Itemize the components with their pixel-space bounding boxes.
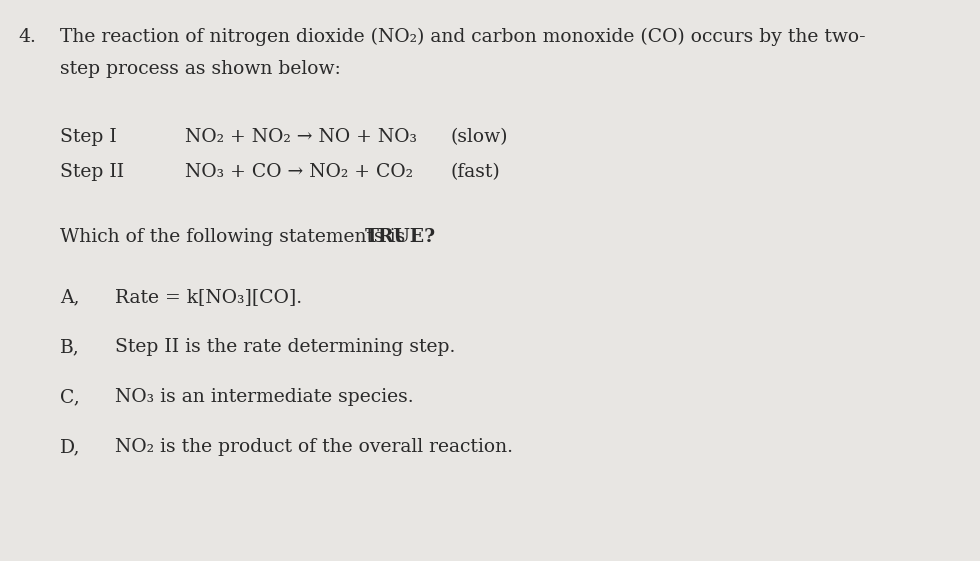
- Text: Step I: Step I: [60, 128, 117, 146]
- Text: Which of the following statements is: Which of the following statements is: [60, 228, 412, 246]
- Text: The reaction of nitrogen dioxide (NO₂) and carbon monoxide (CO) occurs by the tw: The reaction of nitrogen dioxide (NO₂) a…: [60, 28, 865, 46]
- Text: D,: D,: [60, 438, 80, 456]
- Text: Step II is the rate determining step.: Step II is the rate determining step.: [115, 338, 456, 356]
- Text: 4.: 4.: [18, 28, 36, 46]
- Text: A,: A,: [60, 288, 79, 306]
- Text: Step II: Step II: [60, 163, 124, 181]
- Text: (fast): (fast): [450, 163, 500, 181]
- Text: Rate = k[NO₃][CO].: Rate = k[NO₃][CO].: [115, 288, 302, 306]
- Text: NO₃ is an intermediate species.: NO₃ is an intermediate species.: [115, 388, 414, 406]
- Text: NO₂ + NO₂ → NO + NO₃: NO₂ + NO₂ → NO + NO₃: [185, 128, 417, 146]
- Text: NO₃ + CO → NO₂ + CO₂: NO₃ + CO → NO₂ + CO₂: [185, 163, 413, 181]
- Text: C,: C,: [60, 388, 79, 406]
- Text: TRUE?: TRUE?: [365, 228, 436, 246]
- Text: B,: B,: [60, 338, 79, 356]
- Text: NO₂ is the product of the overall reaction.: NO₂ is the product of the overall reacti…: [115, 438, 513, 456]
- Text: step process as shown below:: step process as shown below:: [60, 60, 341, 78]
- Text: (slow): (slow): [450, 128, 508, 146]
